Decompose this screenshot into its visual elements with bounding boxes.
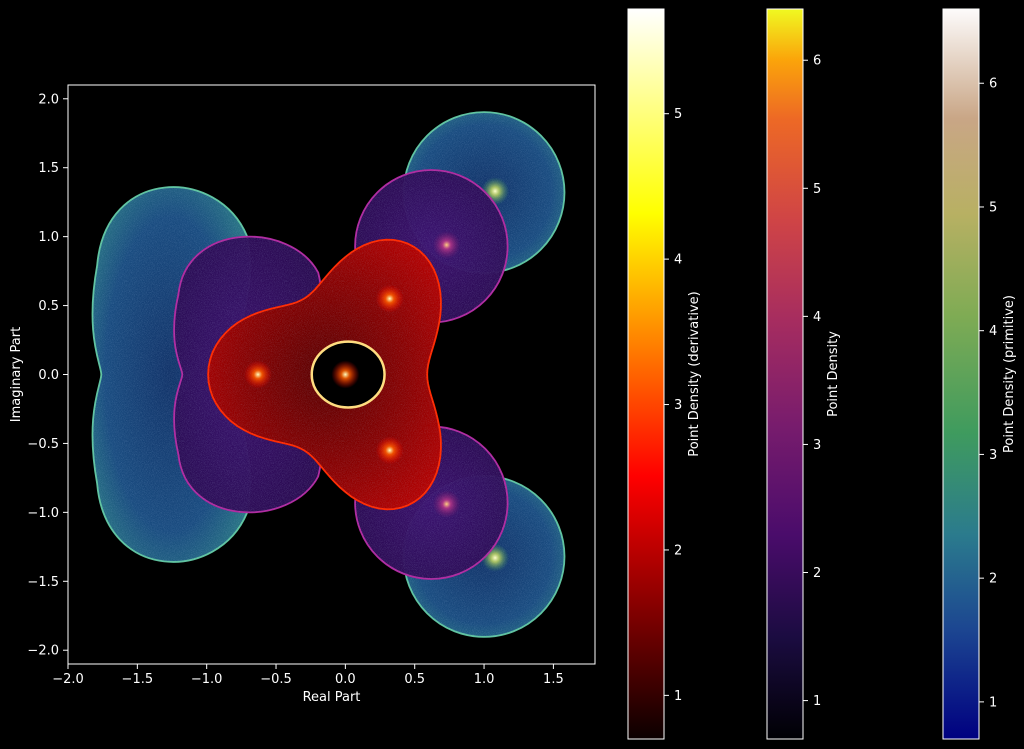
y-tick-label: 1.0 [38,230,59,245]
hotspot-density-1 [432,490,461,519]
colorbar-label: Point Density (primitive) [1002,295,1017,453]
colorbar-tick-label: 5 [813,182,821,197]
x-tick-label: −1.5 [122,672,154,687]
colorbar-tick-label: 6 [813,54,821,69]
x-tick-label: 0.0 [335,672,356,687]
series-derivative [207,238,442,511]
y-tick-label: −2.0 [27,644,59,659]
colorbar-tick-label: 2 [813,566,821,581]
colorbar-gradient [627,8,665,740]
x-tick-label: −0.5 [260,672,292,687]
colorbars: 1 2 3 4 5 Point Density (derivative) 1 2 3 4 5 6 Poi… [627,8,1017,740]
x-axis-label: Real Part [303,690,361,705]
hotspot-density-0 [432,230,461,259]
colorbar-derivative: 1 2 3 4 5 Point Density (derivative) [627,8,702,740]
hotspot-derivative-0 [243,360,272,389]
x-tick-label: 0.5 [404,672,425,687]
y-tick-label: −1.0 [27,506,59,521]
x-tick-label: −1.0 [191,672,223,687]
y-tick-label: 2.0 [38,92,59,107]
y-tick-label: 0.5 [38,299,59,314]
colorbar-primitive: 1 2 3 4 5 6 Point Density (primitive) [942,8,1017,740]
axes: −2.0 −1.5 −1.0 −0.5 0.0 0.5 1.0 1.5 2.0 1.5 1.0 0.5… [9,84,596,705]
hotspot-derivative-3 [331,360,360,389]
colorbar-tick-label: 3 [813,438,821,453]
y-axis-label: Imaginary Part [9,327,24,422]
x-tick-label: 1.0 [474,672,495,687]
y-tick-label: −1.5 [27,575,59,590]
colorbar-tick-label: 3 [674,398,682,413]
plot-content [91,111,566,638]
colorbar-tick-label: 6 [989,77,997,92]
colorbar-gradient [766,8,804,740]
colorbar-tick-label: 1 [813,694,821,709]
colorbar-tick-label: 2 [674,543,682,558]
colorbar-tick-label: 3 [989,448,997,463]
colorbar-tick-label: 4 [674,253,682,268]
colorbar-tick-label: 4 [813,310,821,325]
x-tick-label: −2.0 [52,672,84,687]
x-tick-label: 1.5 [543,672,564,687]
colorbar-tick-label: 5 [674,107,682,122]
y-tick-label: 0.0 [38,368,59,383]
colorbar-label: Point Density (derivative) [687,291,702,456]
colorbar-tick-label: 1 [989,695,997,710]
y-tick-label: −0.5 [27,437,59,452]
hotspot-derivative-2 [375,436,404,465]
colorbar-tick-label: 4 [989,324,997,339]
series-density [173,169,509,580]
plot-area [91,111,566,638]
colorbar-label: Point Density [826,331,841,417]
colorbar-tick-label: 5 [989,200,997,215]
hotspot-derivative-1 [375,284,404,313]
colorbar-gradient [942,8,980,740]
colorbar-tick-label: 2 [989,572,997,587]
y-tick-label: 1.5 [38,161,59,176]
colorbar-density: 1 2 3 4 5 6 Point Density [766,8,841,740]
colorbar-tick-label: 1 [674,689,682,704]
